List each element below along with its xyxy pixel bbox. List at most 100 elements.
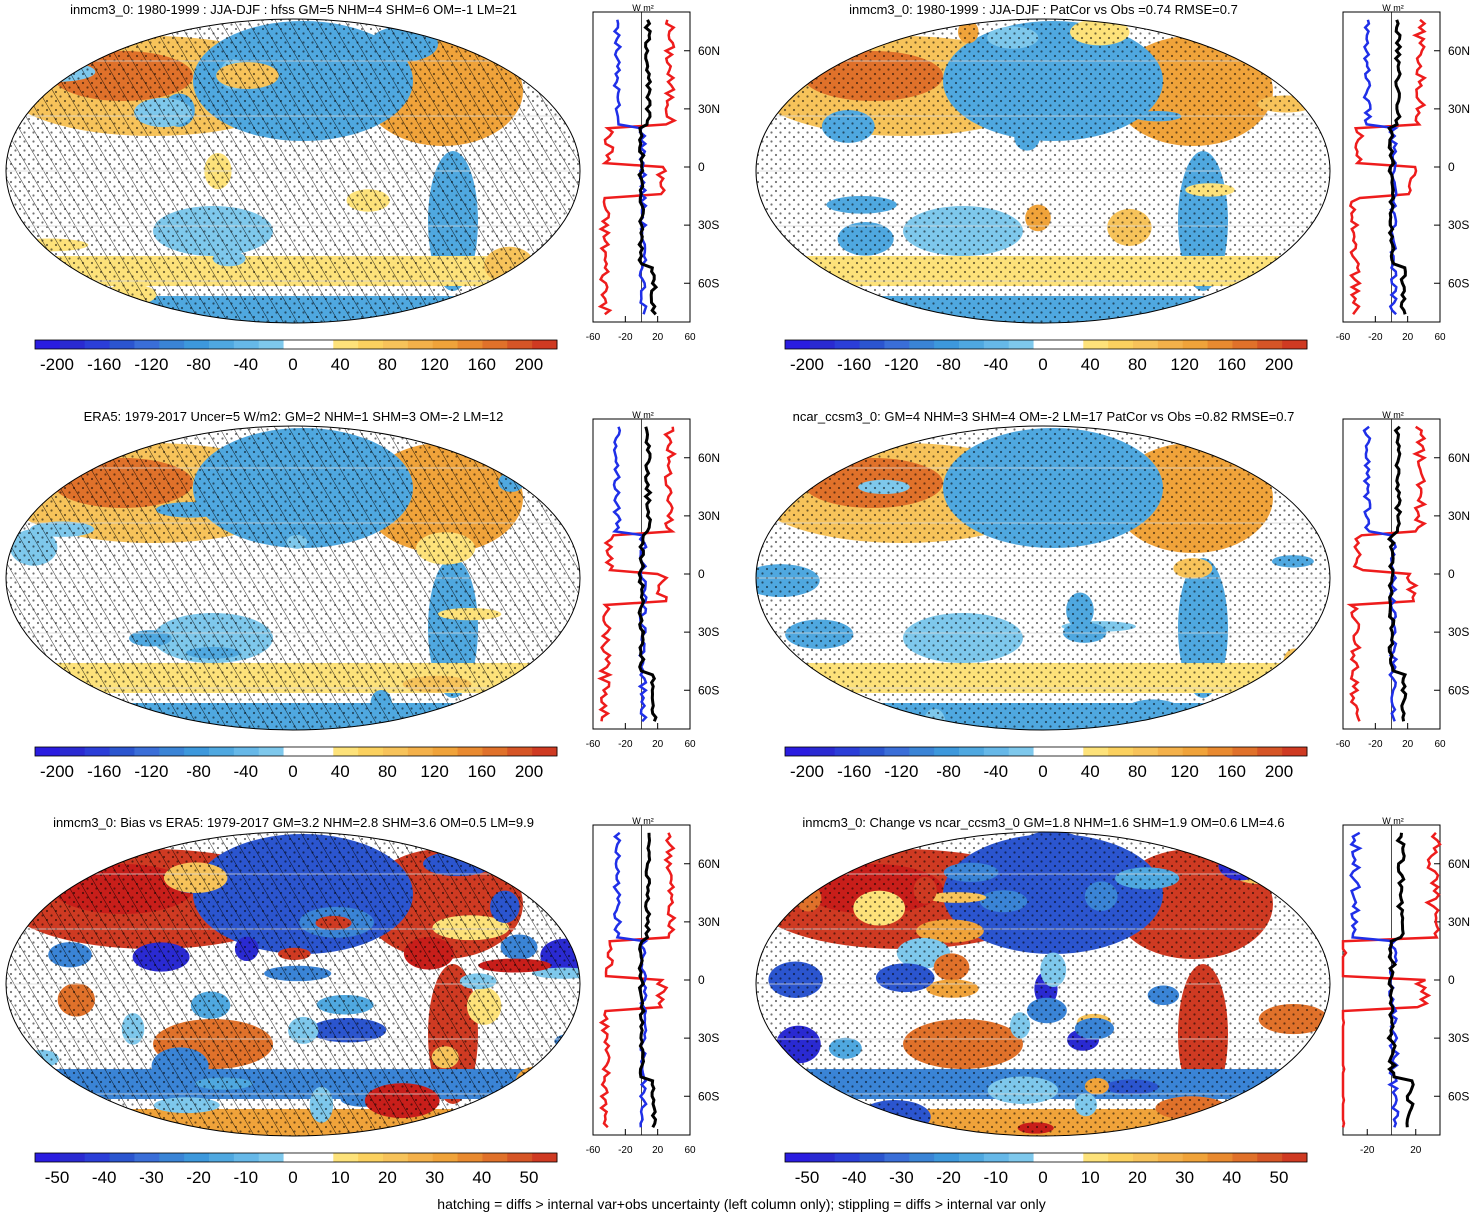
colorbar-bin (134, 1153, 160, 1162)
colorbar-bin (1133, 747, 1159, 756)
colorbar-bin (35, 1153, 61, 1162)
profile-x-tick: -20 (1360, 1145, 1375, 1156)
colorbar-bin (233, 1153, 260, 1162)
colorbar-bin (482, 1153, 508, 1162)
colorbar-tick-label: 40 (1222, 1168, 1241, 1187)
colorbar-bin (482, 340, 508, 349)
map-field (6, 19, 580, 323)
colorbar-bin (358, 1153, 384, 1162)
profile-y-tick: 60S (698, 276, 719, 290)
colorbar-tick-label: 50 (1270, 1168, 1289, 1187)
colorbar-bin (834, 1153, 861, 1162)
colorbar-bin (1058, 747, 1084, 756)
profile-y-tick: 30N (698, 102, 720, 116)
profile-y-tick: 60N (698, 44, 720, 58)
colorbar-tick-label: -120 (134, 355, 168, 374)
colorbar-bin (507, 1153, 533, 1162)
colorbar-tick-label: -40 (92, 1168, 117, 1187)
profile-y-tick: 30S (698, 218, 719, 232)
colorbar-tick-label: -40 (234, 762, 259, 781)
profile-y-tick: 60S (1448, 1089, 1469, 1103)
colorbar-bin (35, 747, 61, 756)
colorbar-tick-label: 160 (468, 355, 496, 374)
field-blob (34, 1070, 64, 1090)
field-blob (6, 294, 55, 316)
colorbar-bin (1008, 340, 1035, 349)
colorbar-bin (1108, 1153, 1134, 1162)
colorbar-bin (1157, 340, 1184, 349)
colorbar-tick-label: 120 (420, 355, 448, 374)
colorbar-bin (1257, 1153, 1283, 1162)
colorbar-bin (209, 747, 235, 756)
profile-unit-label: W m² (632, 816, 654, 826)
colorbar-bin (1008, 747, 1035, 756)
colorbar-tick-label: 0 (1038, 762, 1047, 781)
colorbar-bin (1083, 1153, 1109, 1162)
profile-x-tick: 20 (652, 739, 664, 750)
colorbar-tick-label: 200 (515, 355, 543, 374)
colorbar-bin (1083, 747, 1109, 756)
colorbar-bin (959, 1153, 985, 1162)
colorbar-tick-label: -50 (795, 1168, 820, 1187)
profile-curve-red (1348, 18, 1428, 316)
colorbar-bin (884, 747, 910, 756)
profile-curve-red (598, 832, 677, 1129)
colorbar-bin (1282, 1153, 1308, 1162)
profile-y-tick: 30S (698, 1031, 719, 1045)
profile-x-tick: -60 (586, 332, 601, 343)
colorbar-bin (333, 747, 359, 756)
colorbar-bin (358, 747, 384, 756)
profile-y-tick: 30S (1448, 625, 1469, 639)
colorbar-tick-label: -10 (234, 1168, 259, 1187)
colorbar-bin (258, 747, 285, 756)
colorbar-bin (1008, 1153, 1035, 1162)
colorbar-bin (859, 1153, 885, 1162)
colorbar-bin (383, 747, 409, 756)
profile-y-tick: 0 (698, 567, 705, 581)
colorbar-tick-label: -200 (790, 762, 824, 781)
colorbar-bin (934, 1153, 960, 1162)
colorbar-bin (834, 747, 861, 756)
colorbar-bin (1133, 340, 1159, 349)
colorbar-frame (34, 746, 558, 757)
profile-y-tick: 0 (1448, 973, 1455, 987)
colorbar-tick-label: -200 (40, 762, 74, 781)
colorbar-bin (358, 340, 384, 349)
profile-y-tick: 30S (698, 625, 719, 639)
profile-curve-black (1386, 425, 1408, 722)
colorbar-bin (859, 747, 885, 756)
colorbar-bin (834, 340, 861, 349)
colorbar-bin (109, 747, 135, 756)
colorbar-bin (1282, 747, 1308, 756)
colorbar-bin (84, 340, 111, 349)
profile-y-tick: 60N (1448, 451, 1470, 465)
profile-y-tick: 60N (1448, 44, 1470, 58)
profile-x-tick: 60 (1434, 739, 1446, 750)
colorbar-bin (1232, 1153, 1258, 1162)
profile-y-tick: 60N (1448, 857, 1470, 871)
colorbar-bin (209, 340, 235, 349)
profile-x-tick: -20 (1368, 739, 1383, 750)
colorbar-bin (432, 1153, 459, 1162)
colorbar-tick-label: 200 (1265, 762, 1293, 781)
colorbar-bin (1182, 340, 1209, 349)
profile-x-tick: 20 (1402, 739, 1414, 750)
colorbar-tick-label: -200 (40, 355, 74, 374)
colorbar-bin (1083, 340, 1109, 349)
colorbar-bin (1157, 1153, 1184, 1162)
colorbar-bin (884, 340, 910, 349)
colorbar-tick-label: -160 (87, 355, 121, 374)
field-blob (519, 1078, 547, 1107)
colorbar-frame (34, 339, 558, 350)
profile-unit-label: W m² (1382, 410, 1404, 420)
profile-curve-red (597, 19, 678, 316)
colorbar-tick-label: -160 (87, 762, 121, 781)
colorbar-tick-label: 160 (1218, 762, 1246, 781)
colorbar-tick-label: -50 (45, 1168, 70, 1187)
profile-curve-blue (1362, 19, 1399, 316)
profile-curve-black (1387, 19, 1407, 315)
profile-x-tick: -20 (1368, 332, 1383, 343)
profile-curve-black (637, 19, 659, 316)
